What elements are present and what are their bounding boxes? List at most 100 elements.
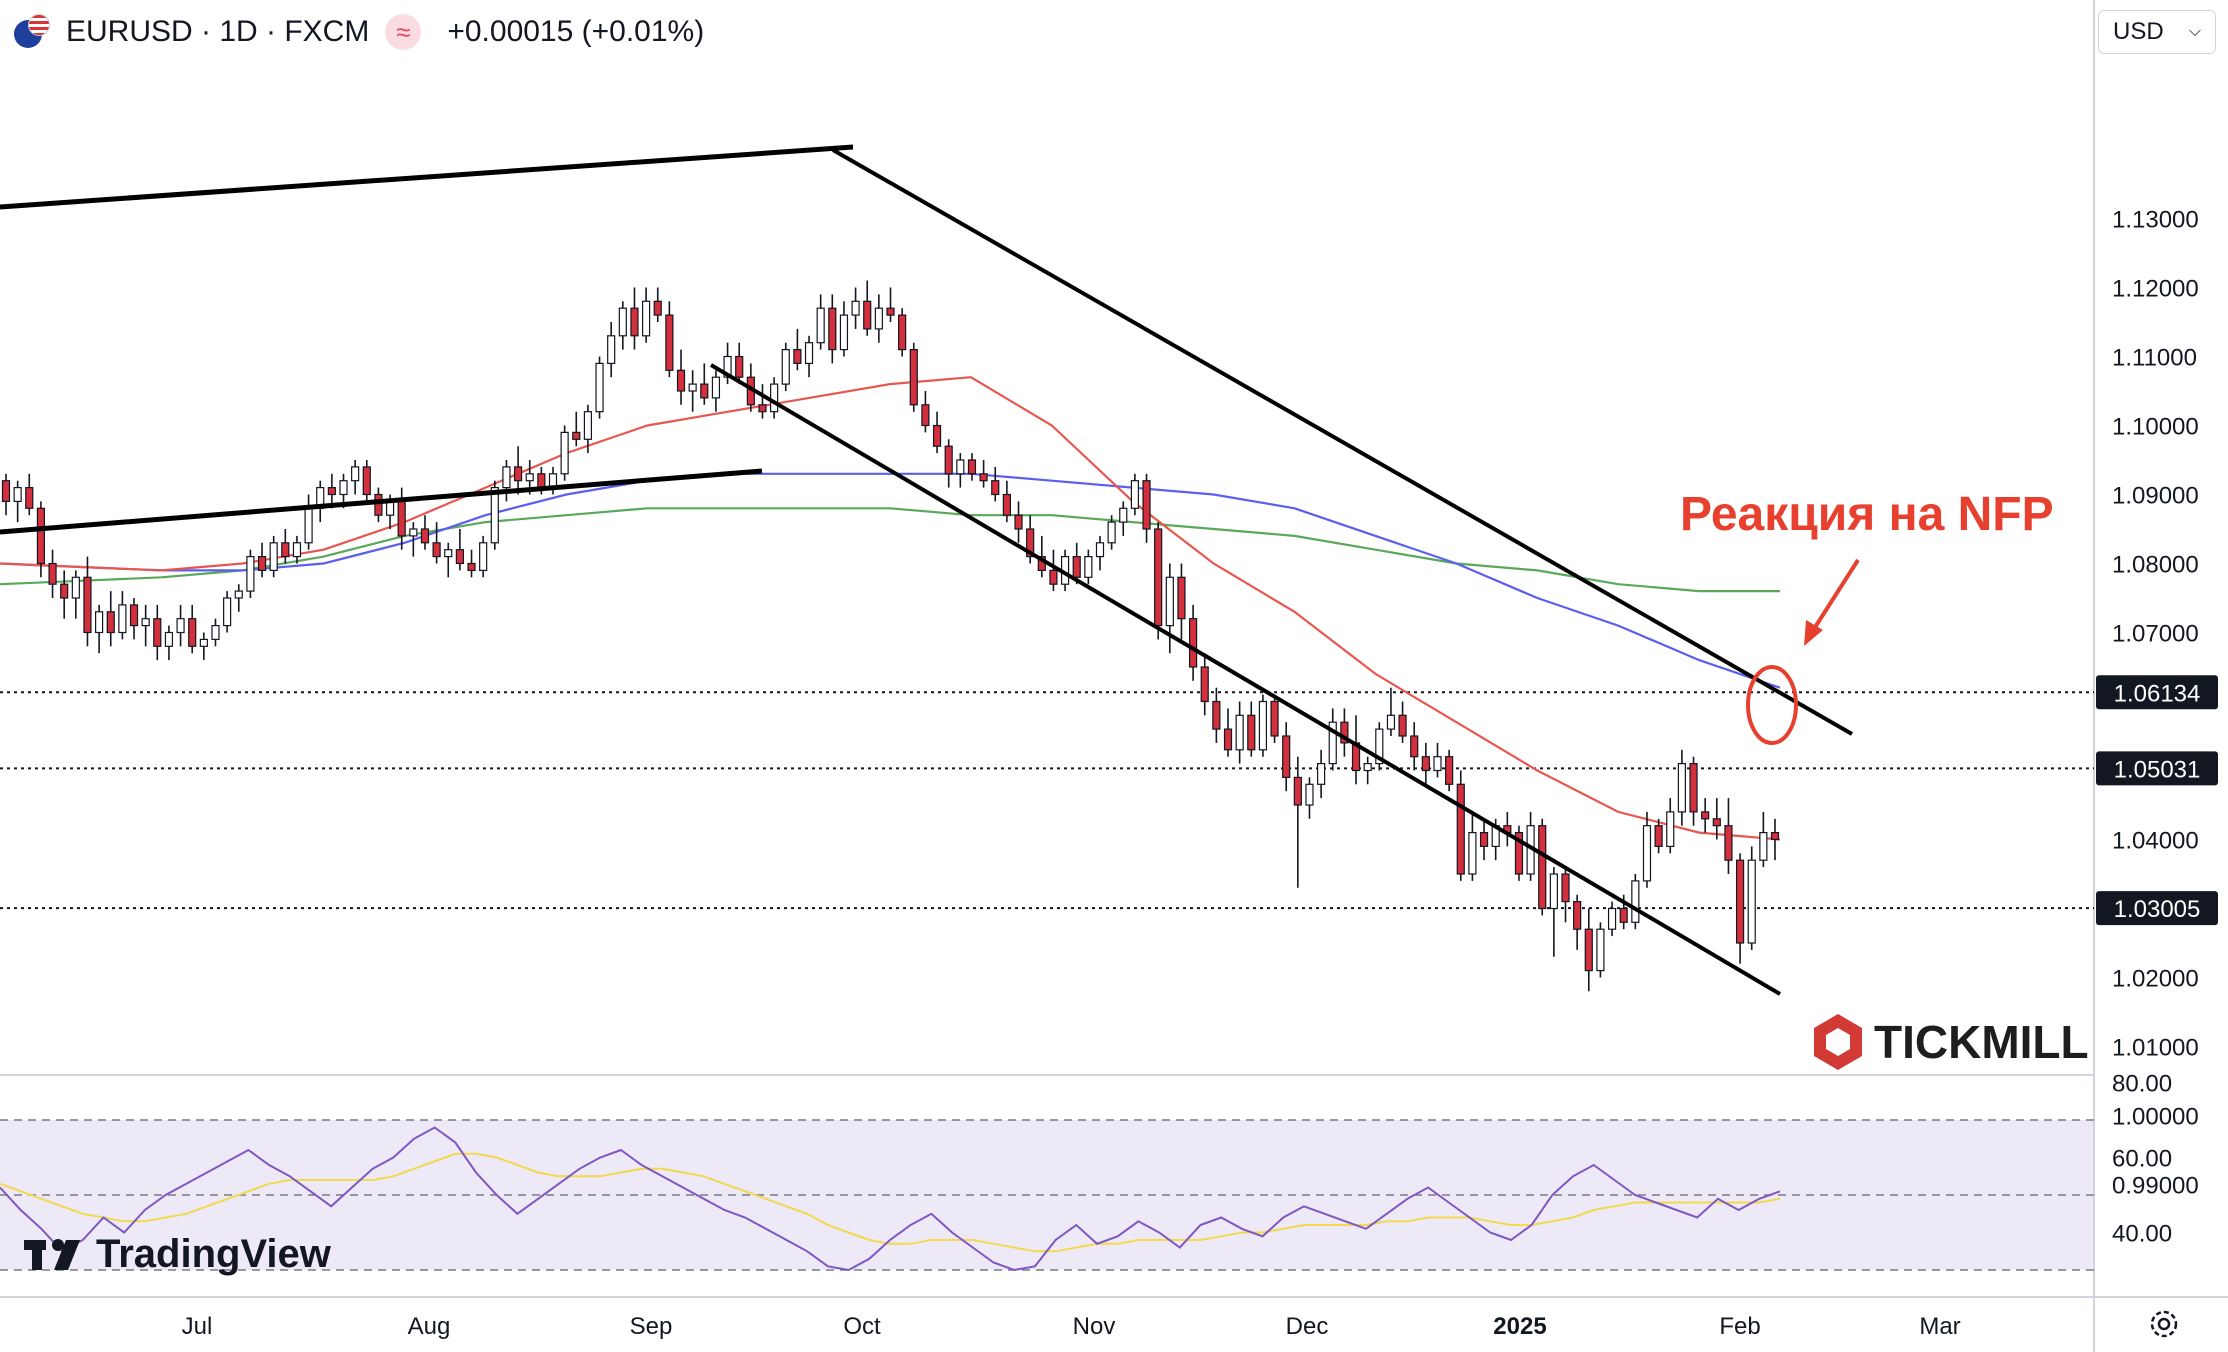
time-tick-label: Mar [1919, 1313, 1960, 1340]
upper-trendline-left[interactable] [0, 144, 854, 210]
candle-up [141, 618, 150, 627]
candle-up [1258, 700, 1268, 751]
candle-up [1305, 783, 1314, 806]
candle-down [630, 307, 639, 337]
annotation-arrow-shaft[interactable] [1810, 558, 1860, 634]
rsi-panel [0, 1119, 2094, 1272]
candle-down [513, 466, 523, 482]
candle-up [1119, 507, 1128, 523]
gear-icon[interactable] [2146, 1306, 2182, 1342]
candle-up [211, 624, 220, 640]
candle-up [199, 638, 208, 647]
candle-down [1177, 576, 1186, 620]
candle-down [60, 583, 69, 599]
candle-up [874, 307, 883, 330]
candle-down [676, 369, 686, 392]
candle-up [781, 349, 790, 385]
candle-down [48, 562, 57, 585]
candle-down [1573, 900, 1582, 930]
indicator-approx-icon[interactable]: ≈ [385, 14, 422, 50]
candle-up [1677, 762, 1686, 813]
candle-up [804, 342, 814, 365]
candle-down [1619, 907, 1628, 923]
annotation-arrow-head [1804, 620, 1823, 646]
annotation-text[interactable]: Реакция на NFP [1680, 488, 2054, 541]
horizontal-levels[interactable] [0, 691, 2094, 910]
candle-up [444, 549, 453, 558]
candle-up [1747, 859, 1756, 944]
candle-down [1154, 528, 1163, 627]
candle-up [711, 376, 721, 399]
candle-up [1130, 480, 1140, 509]
lower-trendline-right[interactable] [709, 363, 1782, 996]
candle-down [1561, 873, 1570, 903]
tradingview-logo: TradingView [24, 1232, 332, 1276]
rsi-band [0, 1120, 2094, 1270]
candle-up [618, 307, 627, 337]
candle-down [909, 349, 918, 406]
rsi-signal-line [0, 1152, 1781, 1253]
candle-up [595, 362, 604, 413]
candle-up [1468, 831, 1477, 875]
time-tick-label: Dec [1286, 1313, 1329, 1340]
candle-down [1049, 569, 1058, 585]
candle-up [1549, 873, 1558, 910]
candle-up [95, 611, 104, 634]
candle-down [1445, 756, 1454, 785]
candle-down [257, 555, 267, 571]
chevron-down-icon: ⌵ [2188, 23, 2201, 40]
candle-up [351, 466, 360, 482]
candle-down [665, 314, 674, 371]
currency-selector[interactable]: USD ⌵ [2098, 10, 2216, 54]
candle-down [1142, 480, 1151, 530]
currency-flags-icon [14, 14, 50, 50]
time-axis[interactable]: Jul Aug Sep Oct Nov Dec 2025 Feb Mar [182, 1313, 1961, 1340]
candle-down [1026, 528, 1035, 558]
tradingview-logo-icon-dot [52, 1239, 64, 1251]
candle-up [1317, 762, 1326, 785]
ma-fast-line [0, 376, 1781, 841]
candle-up [479, 542, 488, 571]
candle-up [1386, 714, 1396, 730]
candle-down [1514, 831, 1524, 875]
candle-up [525, 473, 534, 482]
candle-down [1014, 514, 1023, 530]
price-change: +0.00015 (+0.01%) [447, 15, 705, 48]
price-label-text: 1.03005 [2114, 896, 2201, 923]
candle-up [956, 459, 965, 475]
candle-down [1479, 831, 1489, 847]
candle-down [944, 445, 953, 475]
symbol-header: EURUSD · 1D · FXCM ≈ +0.00015 (+0.01%) [14, 10, 704, 54]
time-tick-label: Jul [182, 1313, 213, 1340]
candle-down [1270, 700, 1279, 737]
upper-trendline-right[interactable] [832, 148, 1853, 736]
trend-channels[interactable] [0, 144, 1853, 996]
price-tick-label: 1.13000 [2112, 207, 2199, 234]
candle-up [607, 335, 616, 364]
tickmill-logo: TICKMILL [1814, 1014, 2089, 1070]
tickmill-logo-text: TICKMILL [1874, 1016, 2089, 1068]
price-tick-label: 1.04000 [2112, 828, 2199, 855]
candle-down [828, 307, 837, 351]
candle-down [362, 466, 371, 496]
candle-up [1107, 521, 1116, 544]
candle-down [1293, 776, 1302, 806]
candle-down [1072, 555, 1081, 578]
annotation-ellipse[interactable] [1746, 665, 1798, 745]
candle-down [1421, 756, 1430, 772]
candle-down [886, 307, 895, 316]
price-label-box [2096, 751, 2218, 786]
candle-down [1410, 735, 1419, 758]
candle-down [1538, 825, 1547, 910]
price-axis[interactable]: 1.13000 1.12000 1.11000 1.10000 1.09000 1.080… [2112, 207, 2199, 1200]
candle-down [1, 480, 11, 503]
candle-up [641, 300, 651, 337]
candle-down [863, 300, 872, 330]
time-tick-label: Feb [1719, 1313, 1760, 1340]
symbol-title[interactable]: EURUSD · 1D · FXCM [66, 15, 370, 48]
price-tick-label: 1.11000 [2112, 345, 2197, 372]
candle-down [374, 493, 383, 516]
lower-trendline-left[interactable] [0, 468, 763, 535]
candle-down [397, 500, 406, 537]
